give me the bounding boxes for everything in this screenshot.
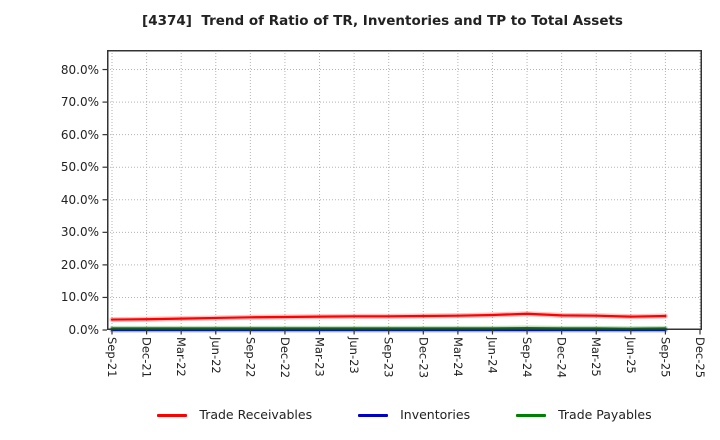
legend-item-trade-receivables: Trade Receivables bbox=[157, 407, 312, 423]
plot-area bbox=[102, 50, 702, 335]
plot-border bbox=[107, 50, 702, 330]
chart-title: [4374] Trend of Ratio of TR, Inventories… bbox=[142, 13, 623, 29]
y-tick-label: 50.0% bbox=[60, 160, 99, 175]
x-tick-label: Dec-23 bbox=[416, 337, 431, 379]
legend-label-trade-payables: Trade Payables bbox=[558, 407, 652, 422]
legend-item-inventories: Inventories bbox=[358, 407, 470, 423]
x-tick-label: Sep-21 bbox=[105, 337, 119, 378]
x-tick-label: Sep-22 bbox=[243, 337, 258, 378]
x-tick-label: Dec-22 bbox=[277, 337, 292, 379]
y-tick-label: 40.0% bbox=[60, 192, 99, 207]
x-tick-label: Mar-22 bbox=[174, 337, 189, 377]
x-tick-label: Mar-25 bbox=[589, 337, 604, 377]
legend-item-trade-payables: Trade Payables bbox=[516, 407, 652, 423]
x-tick-label: Mar-24 bbox=[450, 337, 465, 377]
x-tick-label: Dec-25 bbox=[693, 337, 707, 379]
x-tick-label: Jun-23 bbox=[347, 337, 362, 374]
x-tick-label: Jun-25 bbox=[623, 337, 638, 374]
gridlines bbox=[107, 50, 702, 330]
y-tick-label: 80.0% bbox=[60, 62, 99, 77]
series-line-trade-payables bbox=[110, 326, 667, 330]
x-tick-label: Dec-24 bbox=[554, 337, 569, 379]
y-tick-label: 70.0% bbox=[60, 95, 99, 110]
legend-line-inventories bbox=[358, 413, 389, 417]
x-tick-label: Dec-21 bbox=[139, 337, 154, 379]
legend: Trade Receivables Inventories Trade Paya… bbox=[107, 403, 702, 427]
series-line-trade-receivables bbox=[110, 312, 667, 321]
legend-line-trade-payables bbox=[516, 413, 547, 417]
x-tick-label: Sep-25 bbox=[658, 337, 673, 378]
legend-line-trade-receivables bbox=[157, 413, 188, 417]
y-tick-label: 60.0% bbox=[60, 127, 99, 142]
y-tick-label: 30.0% bbox=[60, 225, 99, 240]
x-tick-label: Sep-24 bbox=[520, 337, 535, 378]
legend-label-inventories: Inventories bbox=[400, 407, 471, 422]
y-tick-label: 10.0% bbox=[60, 290, 99, 305]
axis-ticks bbox=[102, 68, 701, 335]
plot-svg bbox=[102, 50, 702, 335]
x-tick-label: Sep-23 bbox=[381, 337, 396, 378]
y-tick-label: 0.0% bbox=[68, 323, 100, 337]
x-tick-label: Mar-23 bbox=[312, 337, 327, 377]
y-tick-label: 20.0% bbox=[60, 257, 99, 272]
x-tick-label: Jun-24 bbox=[485, 337, 500, 374]
legend-label-trade-receivables: Trade Receivables bbox=[199, 407, 313, 422]
x-tick-label: Jun-22 bbox=[208, 337, 223, 374]
